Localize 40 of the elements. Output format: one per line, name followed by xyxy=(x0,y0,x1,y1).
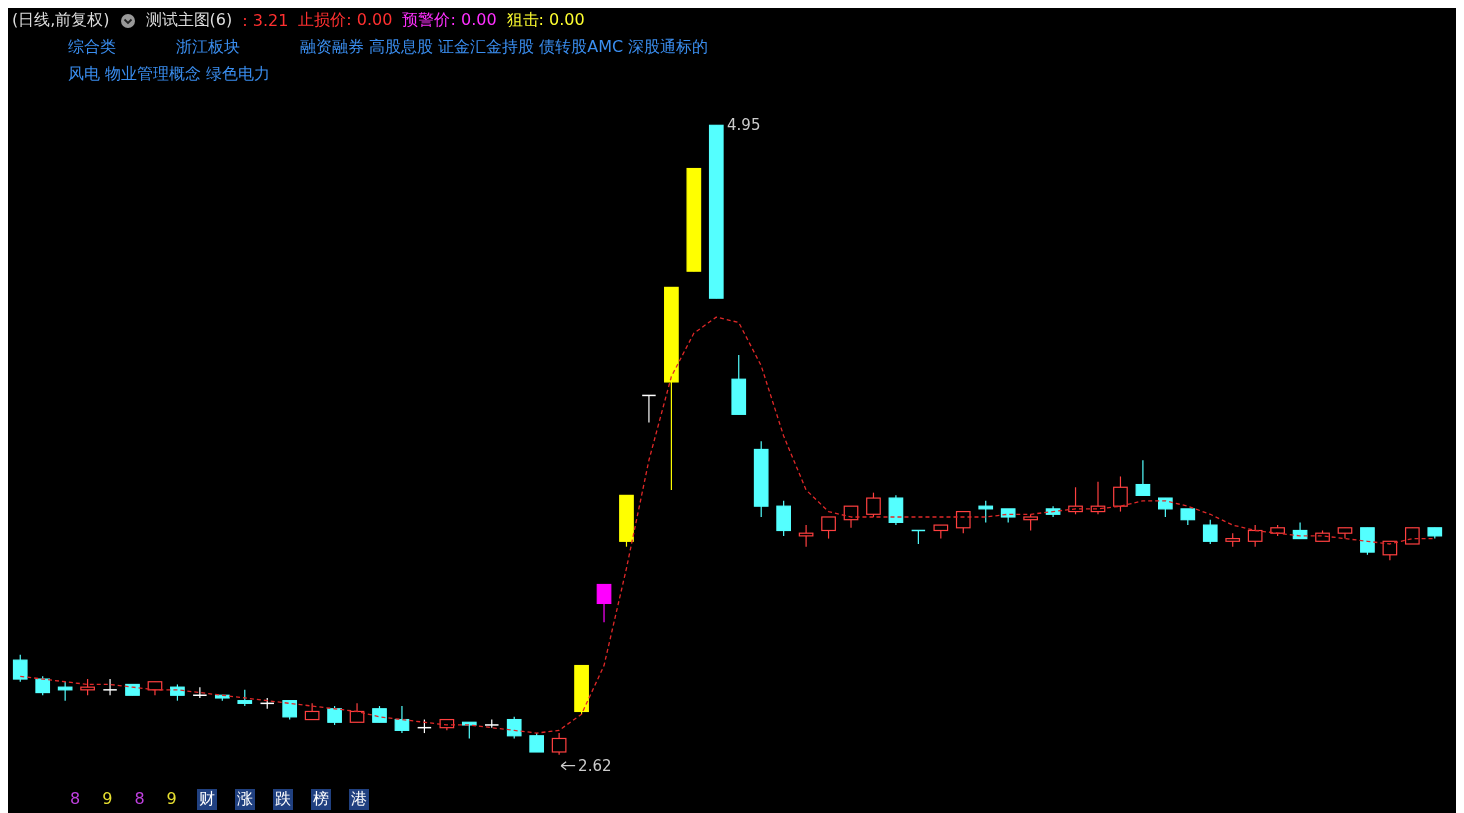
text: 跌 xyxy=(272,789,293,810)
candlestick xyxy=(596,583,612,623)
candlestick xyxy=(1113,475,1128,513)
text: 8 xyxy=(69,789,82,810)
candlestick xyxy=(327,705,342,726)
candlestick xyxy=(12,654,28,683)
candlestick xyxy=(1135,459,1151,496)
candlestick xyxy=(1247,524,1263,548)
candlestick xyxy=(551,732,567,756)
candlestick xyxy=(349,702,365,723)
text: 浙江板块 xyxy=(176,37,240,58)
text: 4.95 xyxy=(727,116,761,135)
text: : 3.21 xyxy=(242,11,289,30)
text: 港 xyxy=(348,789,369,810)
candlestick xyxy=(821,516,836,540)
text: 综合类 xyxy=(68,37,116,58)
text: 8 xyxy=(133,789,146,810)
text: 止损价: 0.00 xyxy=(298,10,393,31)
text: 融资融券 高股息股 证金汇金持股 债转股AMC 深股通标的 xyxy=(300,37,709,58)
text: 风电 物业管理概念 绿色电力 xyxy=(67,63,272,85)
text: 榜 xyxy=(310,789,331,810)
candlestick xyxy=(57,681,73,702)
text: 2.62 xyxy=(578,756,612,775)
text: 财 xyxy=(196,789,217,810)
chart-subtitle: 测试主图(6) xyxy=(145,10,233,31)
candlestick xyxy=(866,492,881,518)
text: 9 xyxy=(101,789,114,810)
chart-title: (日线,前复权) xyxy=(12,10,110,31)
candlestick xyxy=(978,500,994,523)
candlestick xyxy=(529,732,545,753)
text: 9 xyxy=(165,789,178,810)
candlestick xyxy=(102,678,118,696)
text: 预警价: 0.00 xyxy=(402,10,497,31)
candlestick xyxy=(282,700,298,721)
candlestick xyxy=(1202,519,1218,545)
candlestick xyxy=(798,524,814,548)
text: 狙击: 0.00 xyxy=(506,10,585,31)
candlestick xyxy=(394,705,410,734)
candlestick xyxy=(35,675,51,696)
text: 涨 xyxy=(234,789,255,810)
